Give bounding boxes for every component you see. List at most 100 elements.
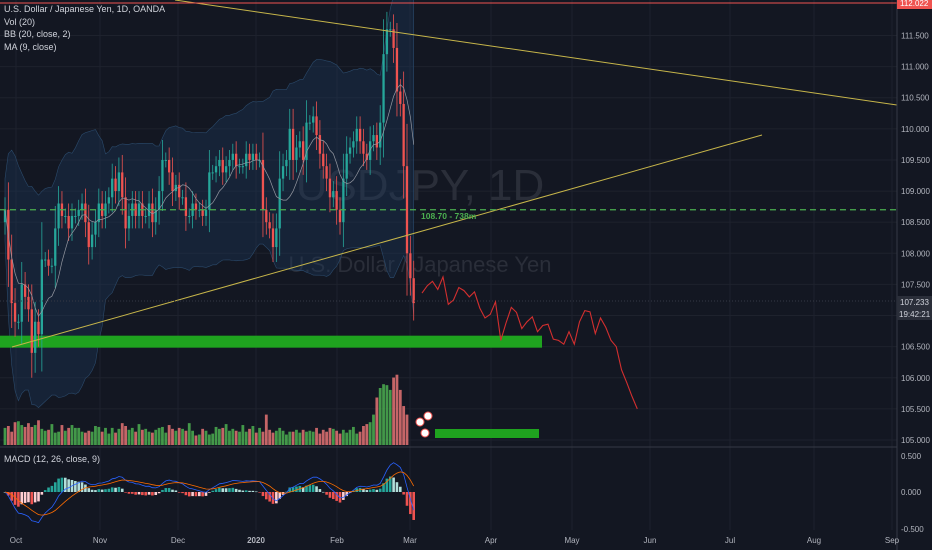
macd-hist [278,492,281,499]
volume-bar [60,425,64,445]
candle [17,314,20,330]
ma-legend[interactable]: MA (9, close) [4,41,57,52]
time-axis[interactable]: Oct Nov Dec 2020 Feb Mar Apr May Jun Jul Aug Sep [10,536,900,545]
volume-bar [388,389,392,445]
price-tick-13: 111.500 [901,31,929,40]
volume-bar [241,425,245,445]
candle [395,23,399,117]
candle-body [275,228,278,248]
event-marker-0 [423,411,433,421]
candle-body [332,191,335,198]
candle-body [288,128,291,160]
support-zone-0 [0,335,542,348]
volume-bar [17,421,20,445]
candle [379,105,382,165]
candle-body [204,209,208,216]
macd-hist [271,492,275,504]
candle [111,163,114,213]
macd-hist [244,490,248,492]
volume-bar [352,426,355,445]
candle-body [154,209,157,223]
support-zones[interactable] [0,335,542,438]
volume-bar [405,414,409,445]
candle [124,177,127,249]
macd-hist [338,492,342,503]
volume-bar [285,434,288,445]
time-tick-6: Apr [485,536,498,545]
event-markers[interactable] [415,411,433,438]
volume-bar [127,429,131,445]
candle-body [30,309,33,353]
macd-axis[interactable]: 0.500 0.000 -0.500 [901,452,924,534]
candle [157,176,161,225]
volume-bar [6,426,10,445]
macd-pane [3,462,415,524]
macd-hist [60,477,64,492]
volume-bar [204,430,208,445]
candle [40,222,43,372]
macd-hist [40,492,44,495]
time-tick-8: Jun [644,536,657,545]
volume-bar [368,422,372,445]
macd-hist [285,491,288,493]
volume-bar [321,429,325,445]
volume-bar [358,431,362,445]
time-tick-9: Jul [725,536,735,545]
macd-hist [378,488,382,492]
candle-body [412,278,415,304]
volume-bar [130,427,134,445]
macd-hist [161,489,164,492]
macd-hist [120,488,124,492]
volume-bar [194,435,198,445]
trendlines[interactable] [11,0,898,348]
candle-body [57,203,60,229]
candle-body [97,203,100,223]
moving-average [4,84,415,317]
macd-hist [174,490,178,492]
candle-body [241,166,244,168]
time-tick-7: May [564,536,579,545]
macd-hist [311,484,315,492]
candle-body [281,166,285,179]
macd-hist [171,489,174,492]
macd-hist [375,489,379,492]
candle-body [121,172,124,198]
macd-hist [137,492,141,495]
volume-bar [362,426,365,445]
macd-hist [405,492,409,506]
candle-body [265,209,268,223]
volume-bar [63,430,67,445]
volume-bar [228,430,231,445]
bb-legend[interactable]: BB (20, close, 2) [4,29,71,39]
macd-hist [33,492,37,503]
symbol-title[interactable]: U.S. Dollar / Japanese Yen, 1D, OANDA [4,4,166,14]
vol-legend[interactable]: Vol (20) [4,16,36,27]
macd-hist [228,488,231,492]
candle-body [409,253,412,279]
macd-hist [388,476,392,492]
candle [248,143,251,170]
time-tick-4: Feb [330,536,344,545]
candle-body [67,215,70,229]
volume-bar [77,427,81,445]
candle [235,141,238,179]
candle-body [151,203,154,223]
top-price-text: 112.022 [900,0,929,8]
candle [412,260,415,321]
candle-body [375,135,378,148]
candle-body [37,321,40,335]
candle [389,21,392,37]
macd-hist [402,492,405,495]
forecast-path[interactable] [421,275,638,410]
candle [74,208,77,224]
volume-bar [238,431,241,445]
horizontal-levels[interactable] [0,2,897,302]
candle-body [355,128,358,142]
volume-bar [181,428,184,445]
volume-bar [207,434,211,445]
candle [154,197,157,235]
candle-body [80,203,84,210]
volume-bar [87,430,91,445]
macd-legend[interactable]: MACD (12, 26, close, 9) [4,454,101,464]
